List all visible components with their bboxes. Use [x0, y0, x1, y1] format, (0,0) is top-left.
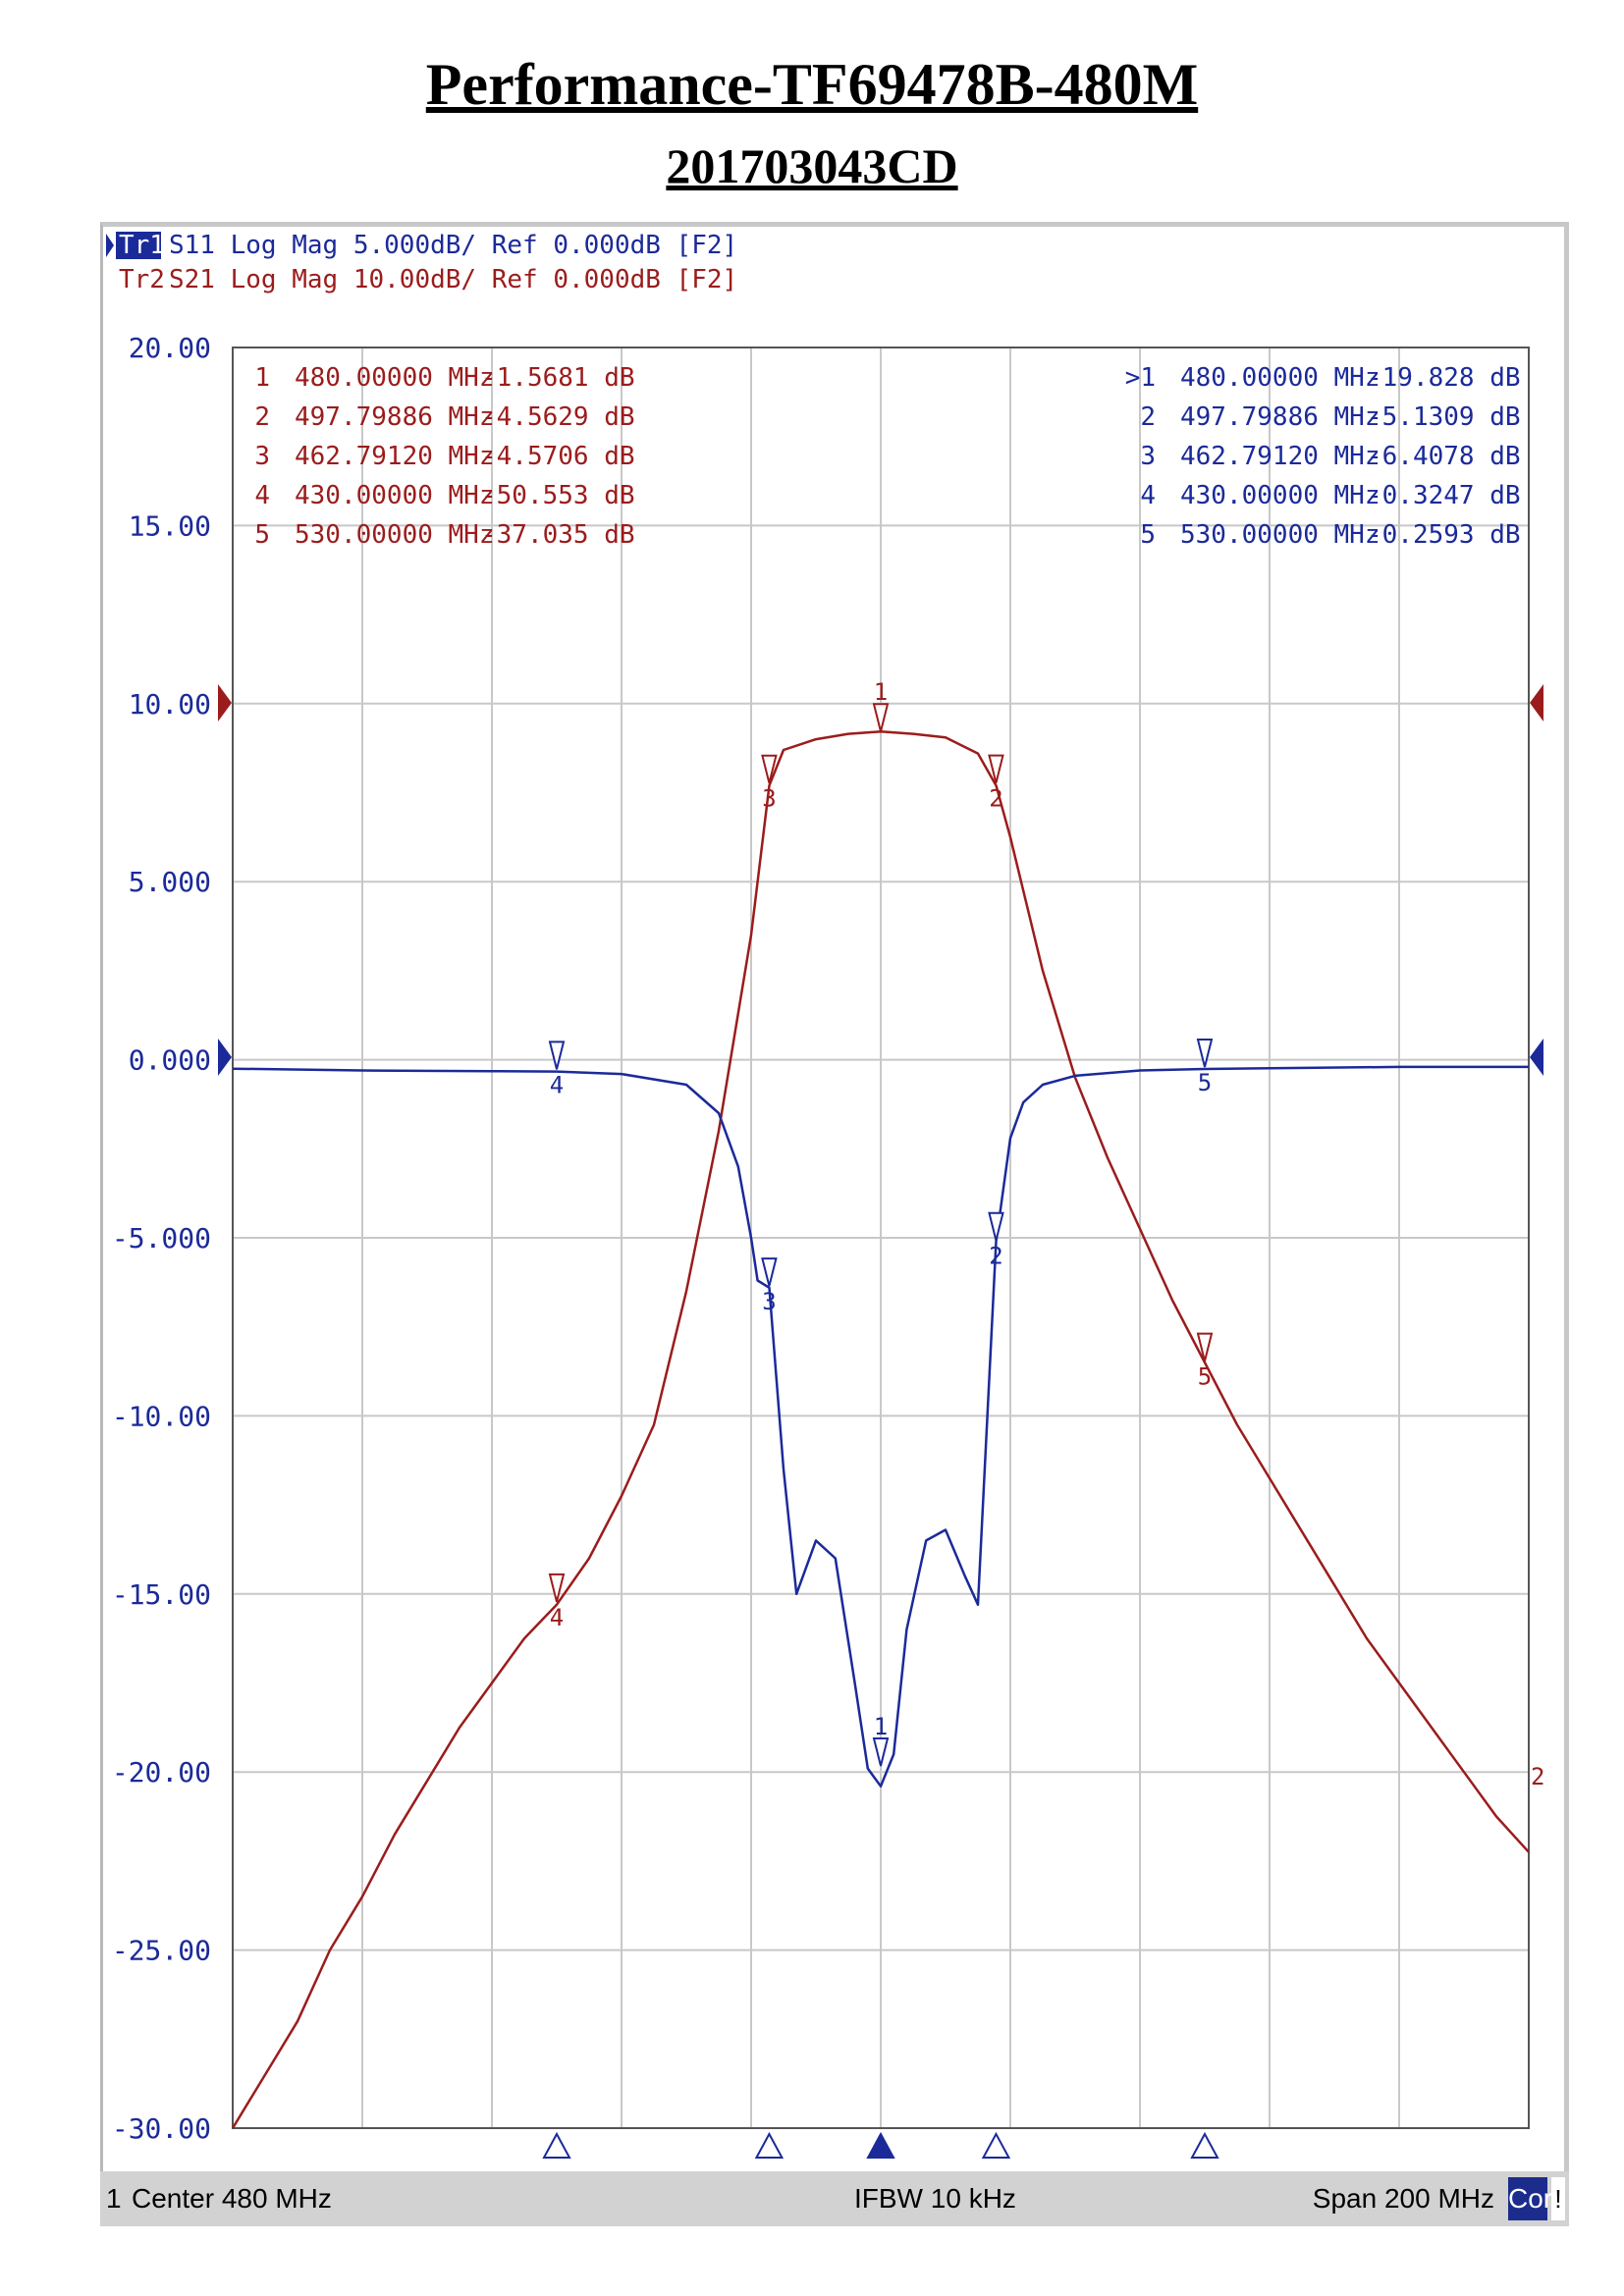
- tr1-label[interactable]: Tr1: [119, 231, 165, 260]
- status-bar: 1 Center 480 MHz IFBW 10 kHz Span 200 MH…: [100, 2171, 1569, 2226]
- y-tick-label: -15.00: [112, 1578, 211, 1611]
- marker-row-freq: 530.00000 MHz: [295, 520, 495, 550]
- marker-row-freq: 497.79886 MHz: [1180, 402, 1380, 432]
- bottom-marker-5-icon: [1190, 2131, 1219, 2159]
- status-center[interactable]: Center 480 MHz: [132, 2183, 332, 2214]
- s11-marker-2-label: 2: [989, 1243, 1002, 1270]
- marker-row-num: 1: [254, 363, 270, 393]
- marker-row-num: 2: [1140, 402, 1156, 432]
- y-tick-label: -25.00: [112, 1935, 211, 1967]
- s21-marker-5-label: 5: [1198, 1363, 1212, 1391]
- correction-badge[interactable]: Cor: [1508, 2177, 1552, 2220]
- bottom-marker-1-icon: [866, 2131, 895, 2159]
- marker-row-freq: 480.00000 MHz: [1180, 363, 1380, 393]
- marker-row-freq: 462.79120 MHz: [295, 442, 495, 471]
- s21-marker-2-icon: [988, 754, 1004, 783]
- s11-marker-1-icon: [872, 1736, 890, 1767]
- s11-ref-right-icon: [1530, 1039, 1543, 1076]
- y-tick-label: -20.00: [112, 1756, 211, 1789]
- bottom-marker-4-icon: [542, 2131, 571, 2159]
- active-trace-arrow-icon: [106, 234, 114, 257]
- marker-row-freq: 430.00000 MHz: [295, 481, 495, 510]
- bottom-marker-row: [542, 2131, 1219, 2159]
- s11-marker-table: >1 480.00000 MHz-19.828 dB2 497.79886 MHz-…: [1125, 363, 1521, 550]
- marker-row-freq: 480.00000 MHz: [295, 363, 495, 393]
- marker-row-num: 4: [254, 481, 270, 510]
- marker-row-num: 4: [1140, 481, 1156, 510]
- page-title: Performance-TF69478B-480M: [425, 52, 1199, 117]
- marker-row-num: 3: [1140, 442, 1156, 471]
- status-channel[interactable]: 1: [106, 2183, 122, 2214]
- marker-row-num: >1: [1125, 363, 1156, 393]
- marker-row-num: 2: [254, 402, 270, 432]
- y-tick-label: 0.000: [129, 1044, 211, 1077]
- s11-marker-2-icon: [988, 1211, 1004, 1241]
- s11-ref-left-icon: [218, 1039, 232, 1076]
- s21-ref-left-icon: [218, 684, 232, 721]
- marker-row-value: -5.1309 dB: [1367, 402, 1521, 432]
- status-span[interactable]: Span 200 MHz: [1312, 2183, 1494, 2214]
- plot-grid: [233, 347, 1529, 2128]
- s21-marker-3-label: 3: [762, 785, 776, 813]
- y-tick-label: 20.00: [129, 332, 211, 364]
- s21-marker-table: 1 480.00000 MHz-1.5681 dB2 497.79886 MHz-4…: [254, 363, 634, 550]
- s21-end-marker-label: 2: [1531, 1763, 1544, 1790]
- y-tick-label: -10.00: [112, 1400, 211, 1432]
- s21-marker-4-label: 4: [550, 1604, 564, 1631]
- marker-row-freq: 462.79120 MHz: [1180, 442, 1380, 471]
- s11-marker-5-label: 5: [1198, 1069, 1212, 1096]
- s21-marker-1-icon: [872, 703, 890, 732]
- marker-row-value: -6.4078 dB: [1367, 442, 1521, 471]
- marker-row-value: -0.3247 dB: [1367, 481, 1521, 510]
- marker-row-value: -19.828 dB: [1367, 363, 1521, 393]
- marker-row-num: 5: [1140, 520, 1156, 550]
- s11-marker-4-label: 4: [550, 1071, 564, 1098]
- tr2-label[interactable]: Tr2: [119, 265, 165, 294]
- marker-row-freq: 430.00000 MHz: [1180, 481, 1380, 510]
- status-ifbw[interactable]: IFBW 10 kHz: [854, 2183, 1016, 2214]
- warning-indicator: !: [1551, 2177, 1565, 2220]
- bottom-marker-2-icon: [981, 2131, 1011, 2159]
- s11-marker-1-label: 1: [874, 1713, 888, 1740]
- marker-row-value: -0.2593 dB: [1367, 520, 1521, 550]
- tr2-info: S21 Log Mag 10.00dB/ Ref 0.000dB [F2]: [169, 265, 737, 294]
- s11-marker-5-icon: [1196, 1039, 1214, 1068]
- s11-marker-3-icon: [761, 1257, 778, 1287]
- trace-header: Tr1 S11 Log Mag 5.000dB/ Ref 0.000dB [F2…: [106, 231, 737, 294]
- traces: 1 2 3 4 5 1 2 3 4 5: [231, 678, 1530, 2129]
- page-subtitle: 201703043CD: [666, 138, 958, 193]
- bottom-marker-3-icon: [754, 2131, 785, 2159]
- marker-row-value: -37.035 dB: [481, 520, 635, 550]
- s21-marker-4-icon: [548, 1573, 566, 1603]
- analyzer-window: [100, 222, 1569, 2226]
- s11-marker-3-label: 3: [762, 1288, 776, 1315]
- marker-row-num: 5: [254, 520, 270, 550]
- reference-markers: [218, 684, 1543, 1076]
- trace-s11: [232, 1065, 1529, 1788]
- tr1-badge[interactable]: [116, 232, 161, 259]
- y-tick-label: 5.000: [129, 866, 211, 898]
- s21-marker-1-label: 1: [874, 678, 888, 706]
- marker-row-num: 3: [254, 442, 270, 471]
- plot-border: [232, 347, 1530, 2129]
- y-tick-label: -30.00: [112, 2112, 211, 2145]
- y-tick-label: -5.000: [112, 1222, 211, 1255]
- marker-row-value: -1.5681 dB: [481, 363, 635, 393]
- s21-ref-right-icon: [1530, 684, 1543, 721]
- tr1-info: S11 Log Mag 5.000dB/ Ref 0.000dB [F2]: [169, 231, 737, 260]
- y-tick-labels: 20.00 15.00 10.00 5.000 0.000 -5.000 -10.00 -15…: [112, 332, 211, 2145]
- marker-row-freq: 497.79886 MHz: [295, 402, 495, 432]
- y-tick-label: 15.00: [129, 509, 211, 542]
- s21-marker-2-label: 2: [989, 785, 1002, 813]
- marker-row-value: -4.5629 dB: [481, 402, 635, 432]
- y-tick-label: 10.00: [129, 688, 211, 721]
- marker-row-value: -50.553 dB: [481, 481, 635, 510]
- s21-marker-3-icon: [761, 754, 778, 783]
- marker-row-freq: 530.00000 MHz: [1180, 520, 1380, 550]
- s11-marker-4-icon: [548, 1041, 566, 1070]
- s21-marker-5-icon: [1196, 1332, 1214, 1362]
- marker-row-value: -4.5706 dB: [481, 442, 635, 471]
